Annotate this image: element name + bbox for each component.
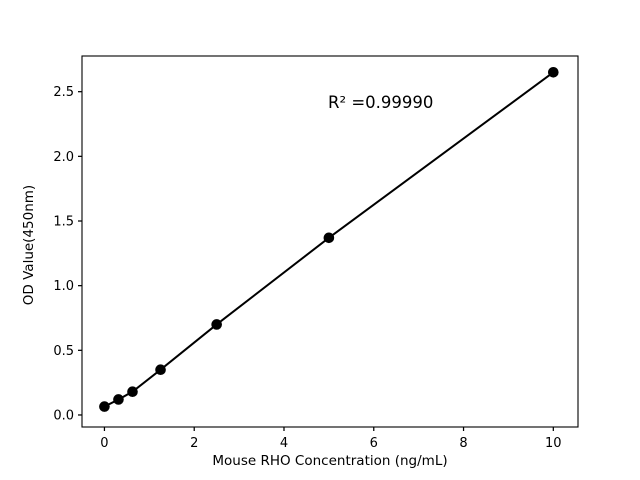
plot-frame: [81, 55, 579, 428]
data-point: [211, 319, 222, 330]
x-axis-label: Mouse RHO Concentration (ng/mL): [212, 453, 447, 469]
x-tick-label: 8: [459, 436, 467, 451]
x-tick-label: 6: [370, 436, 378, 451]
x-tick-label: 4: [280, 436, 288, 451]
data-point: [323, 232, 335, 244]
data-point: [548, 66, 559, 78]
data-point: [155, 364, 166, 376]
r-squared-annotation: R² =0.99990: [328, 93, 433, 112]
plot-area: 0 2 4 6 8 10 0.0 0.5 1.0 1.5 2.0 2.5: [53, 55, 579, 451]
y-tick-label: 1.0: [53, 279, 74, 294]
x-tick-label: 0: [100, 436, 108, 451]
data-point: [113, 394, 124, 405]
y-tick-label: 0.5: [53, 344, 74, 359]
y-axis-label: OD Value(450nm): [21, 185, 37, 305]
y-tick-label: 2.5: [53, 85, 74, 100]
x-tick-label: 10: [545, 436, 562, 451]
y-tick-label: 0.0: [53, 408, 74, 423]
y-tick-label: 2.0: [53, 150, 74, 165]
data-point: [127, 386, 138, 397]
y-tick-label: 1.5: [53, 215, 74, 230]
x-tick-label: 2: [190, 436, 198, 451]
data-point: [99, 401, 110, 412]
